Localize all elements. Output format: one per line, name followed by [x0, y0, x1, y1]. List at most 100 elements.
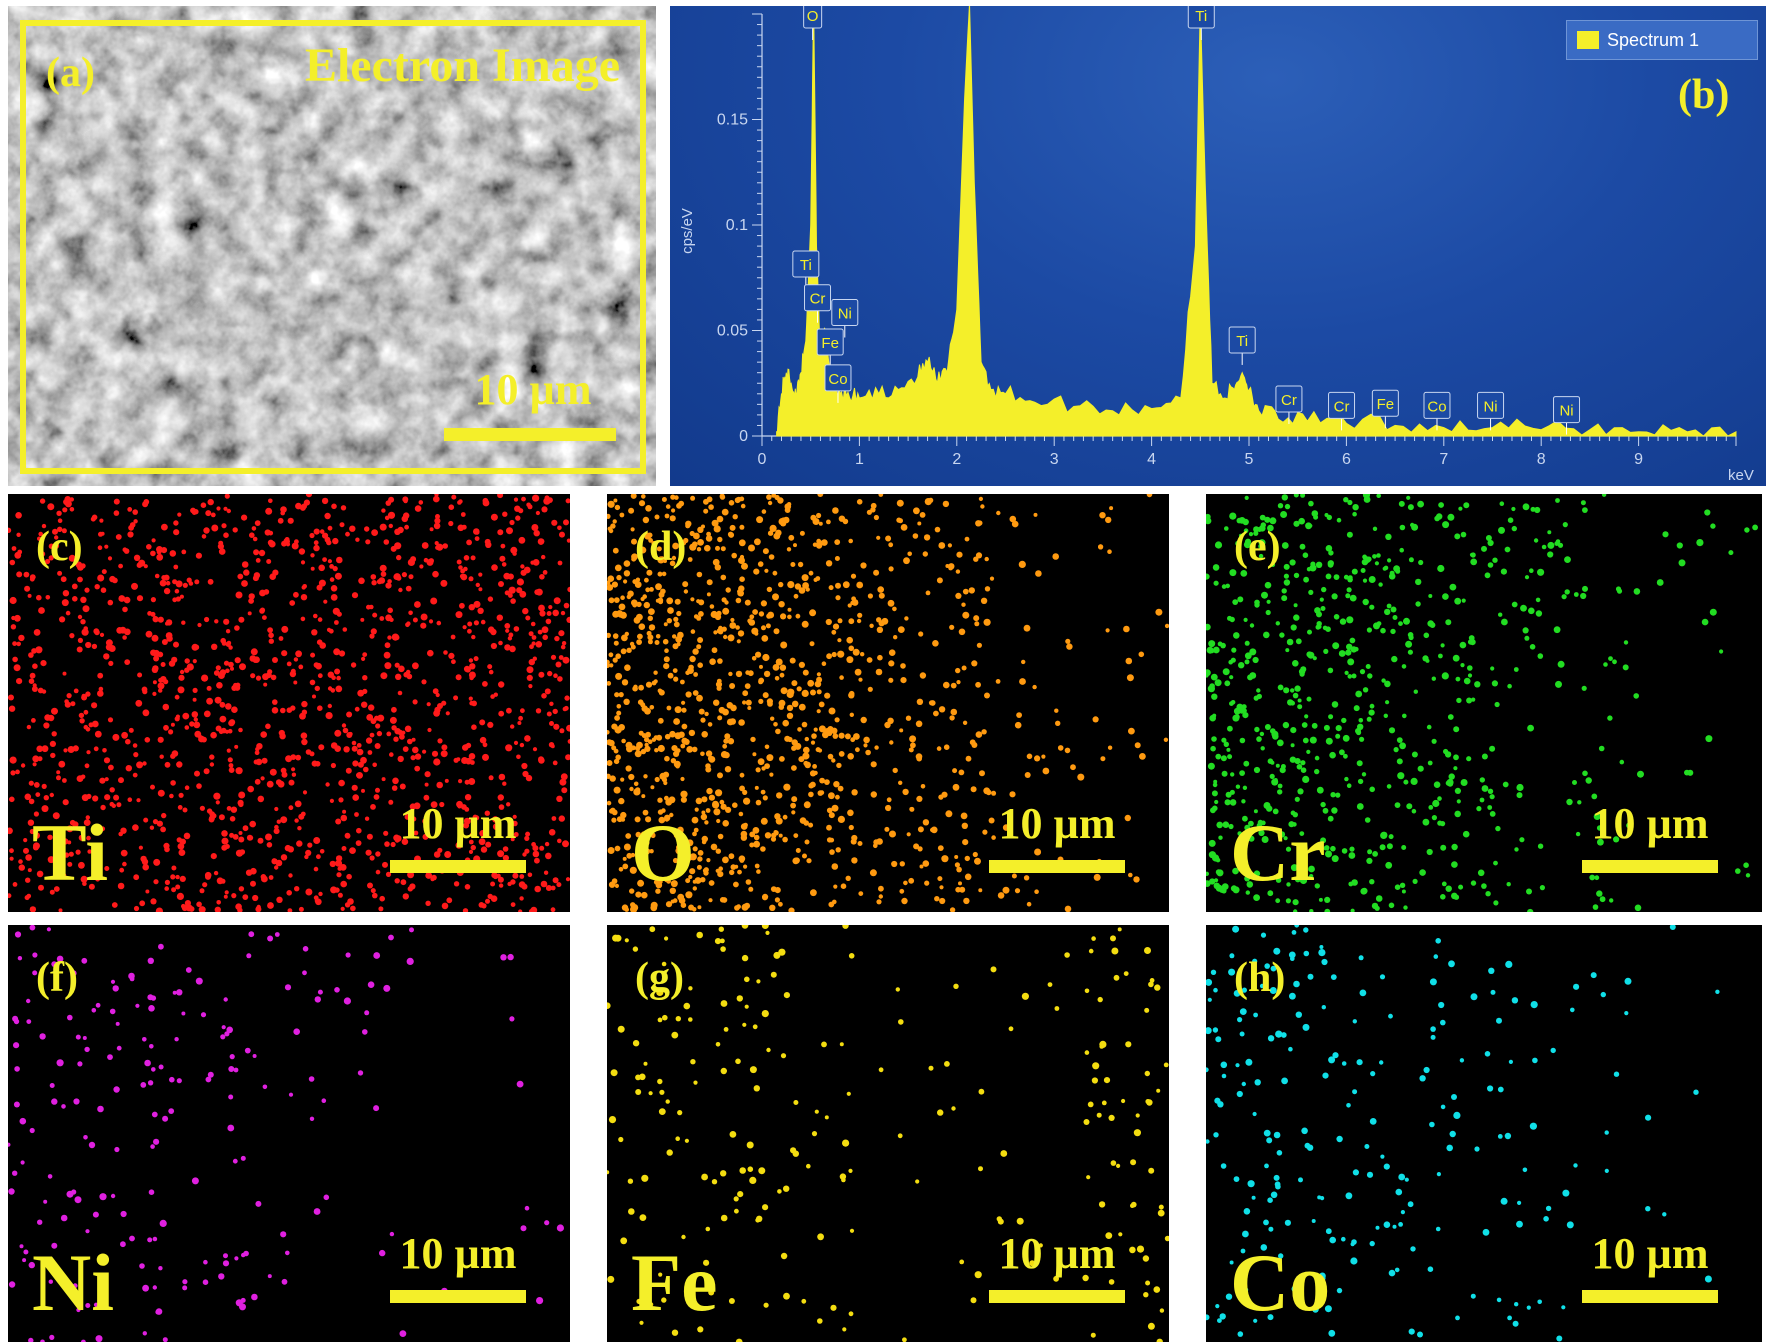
ti-signal-dot: [207, 498, 214, 506]
ti-signal-dot: [47, 856, 55, 864]
cr-signal-dot: [1281, 494, 1288, 501]
cr-signal-dot: [1368, 576, 1376, 583]
ni-signal-dot: [49, 1334, 55, 1340]
fe-signal-dot: [821, 1041, 827, 1048]
cr-signal-dot: [1352, 504, 1359, 511]
o-signal-dot: [1133, 876, 1140, 883]
ti-signal-dot: [291, 767, 296, 772]
o-signal-dot: [710, 843, 718, 851]
cr-signal-dot: [1285, 648, 1290, 653]
ti-signal-dot: [535, 641, 543, 648]
cr-signal-dot: [1678, 559, 1686, 567]
o-signal-dot: [675, 748, 681, 753]
ti-signal-dot: [153, 858, 161, 866]
o-signal-dot: [917, 826, 924, 833]
cr-signal-dot: [1242, 708, 1247, 713]
o-signal-dot: [1002, 886, 1010, 894]
o-signal-dot: [912, 533, 919, 539]
o-signal-dot: [729, 683, 736, 689]
ni-signal-dot: [73, 1098, 80, 1105]
o-signal-dot: [733, 881, 739, 888]
ti-signal-dot: [193, 717, 198, 722]
ti-signal-dot: [194, 730, 202, 738]
ti-signal-dot: [364, 526, 370, 532]
cr-signal-dot: [1535, 610, 1543, 617]
peak-label-ti: Ti: [1187, 6, 1215, 40]
ti-signal-dot: [291, 542, 299, 550]
ti-signal-dot: [343, 746, 350, 753]
o-signal-dot: [696, 644, 702, 650]
ti-signal-dot: [375, 869, 381, 875]
ti-signal-dot: [558, 630, 565, 637]
co-signal-dot: [1324, 1305, 1332, 1313]
o-signal-dot: [889, 830, 896, 838]
fe-signal-dot: [817, 1233, 824, 1241]
o-signal-dot: [729, 869, 735, 876]
o-signal-dot: [816, 689, 822, 695]
o-signal-dot: [930, 827, 935, 833]
cr-signal-dot: [1259, 731, 1265, 737]
o-signal-dot: [826, 824, 832, 831]
ti-signal-dot: [491, 564, 498, 571]
cr-signal-dot: [1256, 688, 1261, 693]
cr-signal-dot: [1506, 882, 1511, 887]
ti-signal-dot: [24, 895, 30, 901]
ti-signal-dot: [146, 544, 152, 550]
ti-signal-dot: [502, 781, 507, 786]
o-signal-dot: [855, 747, 860, 753]
ti-signal-dot: [25, 877, 31, 883]
ti-signal-dot: [313, 528, 320, 535]
o-signal-dot: [919, 672, 927, 679]
ti-signal-dot: [327, 525, 333, 531]
ti-signal-dot: [221, 844, 228, 851]
o-signal-dot: [786, 704, 794, 712]
o-signal-dot: [850, 838, 857, 845]
o-signal-dot: [701, 835, 708, 843]
o-signal-dot: [938, 794, 944, 800]
ni-signal-dot: [389, 1231, 395, 1237]
o-signal-dot: [803, 746, 810, 754]
co-signal-dot: [1398, 1222, 1403, 1227]
cr-signal-dot: [1253, 766, 1261, 774]
ti-signal-dot: [192, 659, 197, 664]
co-signal-dot: [1375, 1225, 1380, 1230]
o-signal-dot: [798, 756, 805, 763]
fe-signal-dot: [720, 1000, 728, 1007]
co-signal-dot: [1440, 1019, 1446, 1026]
ti-signal-dot: [509, 645, 516, 653]
ti-signal-dot: [281, 650, 288, 657]
ti-signal-dot: [211, 643, 218, 650]
co-signal-dot: [1482, 1228, 1490, 1236]
o-signal-dot: [909, 735, 917, 743]
cr-signal-dot: [1437, 796, 1442, 801]
o-signal-dot: [765, 623, 771, 629]
fe-signal-dot: [990, 966, 997, 973]
svg-text:Fe: Fe: [821, 335, 839, 352]
o-signal-dot: [706, 592, 711, 597]
o-signal-dot: [943, 744, 950, 750]
ti-signal-dot: [548, 605, 553, 610]
cr-signal-dot: [1696, 539, 1704, 547]
cr-signal-dot: [1522, 627, 1529, 634]
o-signal-dot: [706, 858, 711, 863]
o-signal-dot: [788, 907, 795, 912]
cr-scale-bar-label: 10 µm: [1591, 799, 1709, 848]
cr-signal-dot: [1394, 802, 1401, 808]
ti-signal-dot: [232, 834, 239, 840]
cr-signal-dot: [1396, 758, 1403, 765]
o-signal-dot: [787, 736, 793, 743]
ti-signal-dot: [8, 827, 13, 835]
ti-signal-dot: [100, 826, 106, 832]
o-signal-dot: [884, 721, 891, 729]
ni-signal-dot: [200, 1012, 207, 1018]
co-signal-dot: [1408, 1328, 1415, 1335]
cr-signal-dot: [1297, 788, 1304, 795]
cr-signal-dot: [1309, 909, 1314, 912]
ti-signal-dot: [281, 625, 289, 633]
ti-signal-dot: [239, 663, 246, 671]
cr-signal-dot: [1501, 618, 1508, 626]
ti-signal-dot: [516, 587, 523, 594]
o-signal-dot: [732, 802, 738, 808]
cr-signal-dot: [1254, 726, 1260, 733]
y-axis-label: cps/eV: [679, 208, 696, 254]
